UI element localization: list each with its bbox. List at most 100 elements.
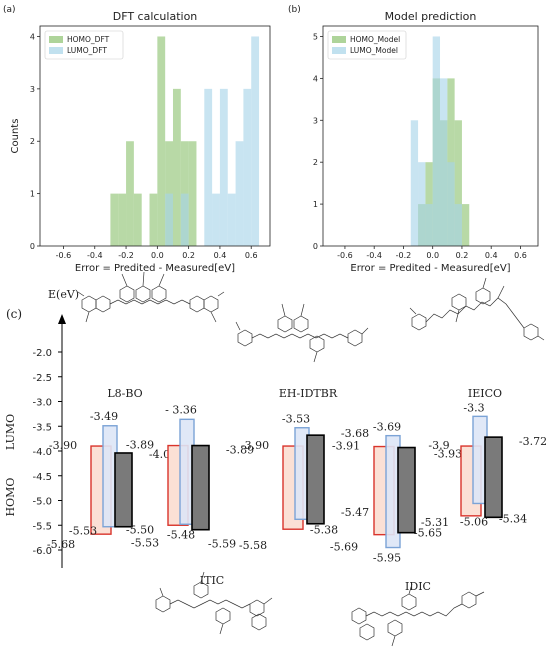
histogram-model: -0.6 -0.4 -0.2 0.0 0.2 0.4 0.6 0 1 2 3 4 5 Model pred… <box>313 10 539 274</box>
model-ytick-label: 3 <box>313 116 318 125</box>
dft-legend-box <box>44 30 124 60</box>
molecule-structure-itic <box>155 571 273 635</box>
mol-4-model-homo-label: -5.34 <box>499 512 527 525</box>
model-xtick-label: 0.6 <box>514 251 527 260</box>
mol-3-name: IDIC <box>405 580 431 593</box>
panel-c-label: (c) <box>6 307 22 321</box>
mol-4-model-bar <box>484 436 503 519</box>
molecule-structure-ieico <box>409 277 545 341</box>
mol-2-measured-lumo-label: -3.90 <box>241 439 269 452</box>
molecule-structure-idic <box>351 583 485 647</box>
mol-4-name: IEICO <box>468 387 502 400</box>
dft-bar-0-1 <box>118 193 127 246</box>
model-legend-swatch-0 <box>332 36 346 43</box>
dft-legend-entry-0: HOMO_DFT <box>67 35 110 44</box>
model-xtick-label: -0.6 <box>337 251 353 260</box>
mol-1-model-bar <box>191 444 210 531</box>
dft-legend-swatch-1 <box>49 47 63 54</box>
dft-ytick-label: 2 <box>30 137 35 146</box>
dft-bar-1-1 <box>180 193 189 246</box>
model-ytick-label: 4 <box>313 74 318 83</box>
dft-bar-0-3 <box>133 193 142 246</box>
mol-4-model-lumo-label: -3.72 <box>519 435 546 448</box>
mol-0-name: L8-BO <box>107 387 142 400</box>
mol-3-dft-homo-label: -5.95 <box>373 552 401 565</box>
model-ytick-label: 2 <box>313 158 318 167</box>
mol-1-name: ITIC <box>200 574 224 587</box>
dft-legend-swatch-0 <box>49 36 63 43</box>
mol-2-model-bar <box>306 434 325 525</box>
dft-bar-1-5 <box>227 193 236 246</box>
dft-title: DFT calculation <box>113 10 198 23</box>
dft-ytick-label: 1 <box>30 190 35 199</box>
dft-bar-0-7 <box>172 88 181 246</box>
model-axes-frame <box>322 25 539 247</box>
model-bar-1-1 <box>418 162 426 246</box>
dft-xtick-label: -0.6 <box>56 251 72 260</box>
model-bar-1-0 <box>410 120 419 246</box>
energy-level-diagram: E(eV) -2.0 -2.5 -3.0 -3.5 -4.0 -4.5 -5.0 -5.5 -6.… <box>4 288 546 593</box>
dft-xtick-label: 0.6 <box>245 251 258 260</box>
panel-b-label: (b) <box>288 5 301 15</box>
model-legend-entry-1: LUMO_Model <box>350 46 398 55</box>
model-legend-swatch-1 <box>332 47 346 54</box>
dft-bar-0-5 <box>157 36 166 246</box>
mol-0-measured-homo-label: -5.68 <box>47 538 75 551</box>
model-xtick-label: -0.4 <box>366 251 382 260</box>
model-xtick-label: 0.2 <box>456 251 469 260</box>
panel-a-label: (a) <box>3 5 16 15</box>
dft-ytick-label: 3 <box>30 85 35 94</box>
mol-2-model-homo-label: -5.47 <box>341 506 369 519</box>
model-xtick-label: 0.0 <box>426 251 439 260</box>
mol-1-model-homo-label: -5.59 <box>208 538 236 551</box>
dft-bar-1-4 <box>219 88 228 246</box>
mol-0-dft-lumo-label: -3.49 <box>90 410 118 423</box>
mol-0-measured-lumo-label: -3.90 <box>49 439 77 452</box>
energy-tick-label: -2.5 <box>32 373 52 384</box>
energy-tick-label: -4.5 <box>32 472 52 483</box>
dft-bar-1-6 <box>235 141 244 246</box>
model-bar-1-3 <box>432 36 441 246</box>
mol-3-model-bar <box>397 446 416 534</box>
dft-bar-0-0 <box>110 193 119 246</box>
mol-0-model-bar <box>114 452 133 528</box>
dft-ylabel: Counts <box>10 119 21 154</box>
dft-xtick-label: -0.2 <box>118 251 134 260</box>
mol-2-dft-lumo-label: -3.53 <box>282 413 310 426</box>
model-title: Model prediction <box>385 10 477 23</box>
model-legend-entry-0: HOMO_Model <box>350 35 400 44</box>
model-bar-1-2 <box>425 204 433 246</box>
mol-4-dft-lumo-label: -3.3 <box>463 401 484 414</box>
energy-tick-label: -2.0 <box>32 348 52 359</box>
dft-axes-frame <box>39 25 271 247</box>
energy-tick-label: -4.0 <box>32 447 52 458</box>
dft-xlabel: Error = Predited - Measured[eV] <box>75 263 235 274</box>
model-xtick-label: 0.4 <box>485 251 498 260</box>
dft-ytick-label: 0 <box>30 242 35 251</box>
mol-2-dft-homo-label: -5.38 <box>310 523 338 536</box>
energy-tick-label: -5.0 <box>32 497 52 508</box>
dft-legend-entry-1: LUMO_DFT <box>67 46 107 55</box>
molecule-structure-eh-idtbr <box>235 303 369 363</box>
mol-1-dft-homo-label: -5.48 <box>167 528 195 541</box>
mol-2-measured-homo-label: -5.58 <box>239 539 267 552</box>
histogram-dft: -0.6 -0.4 -0.2 0.0 0.2 0.4 0.6 0 1 2 3 4 DFT calcula… <box>10 10 271 274</box>
mol-3-measured-lumo-label: -3.91 <box>332 440 360 453</box>
model-bar-0-6 <box>461 204 470 246</box>
energy-tick-label: -3.5 <box>32 422 52 433</box>
mol-1-dft-lumo-label: - 3.36 <box>165 403 197 416</box>
model-xlabel: Error = Predited - Measured[eV] <box>350 263 510 274</box>
homo-side-label: HOMO <box>4 478 17 517</box>
molecule-structure-l8bo <box>77 271 225 323</box>
model-ytick-label: 5 <box>313 32 318 41</box>
mol-2-name: EH-IDTBR <box>279 387 338 400</box>
dft-bar-1-0 <box>165 193 173 246</box>
model-bar-1-6 <box>454 204 462 246</box>
mol-0-model-homo-label: -5.53 <box>131 537 159 550</box>
model-bar-1-5 <box>447 162 455 246</box>
mol-3-dft-lumo-label: -3.69 <box>373 421 401 434</box>
mol-4-dft-homo-label: -5.06 <box>460 515 488 528</box>
model-bar-1-4 <box>440 78 448 246</box>
dft-bar-1-8 <box>251 36 260 246</box>
